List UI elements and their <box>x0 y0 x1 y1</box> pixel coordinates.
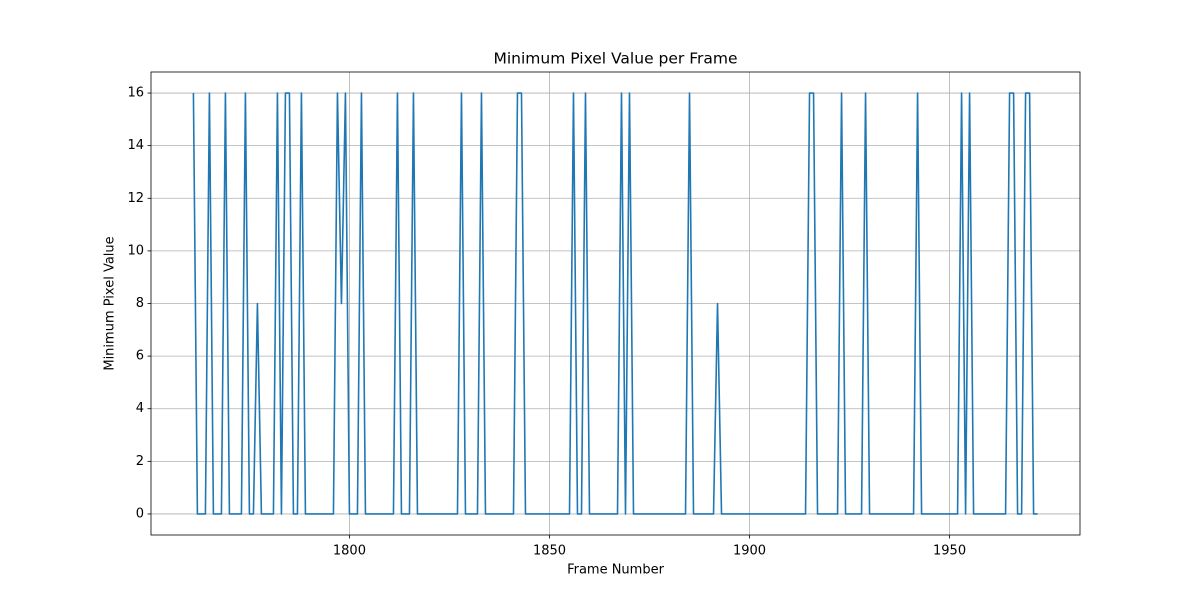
x-tick-label: 1950 <box>933 544 966 559</box>
y-tick-label: 8 <box>136 296 144 311</box>
y-axis-label: Minimum Pixel Value <box>103 236 118 370</box>
y-tick-label: 4 <box>136 401 144 416</box>
y-tick-label: 0 <box>136 506 144 521</box>
chart-title: Minimum Pixel Value per Frame <box>494 50 738 68</box>
y-tick-label: 14 <box>127 138 144 153</box>
y-tick-label: 6 <box>136 349 144 364</box>
y-tick-label: 2 <box>136 454 144 469</box>
y-tick-label: 12 <box>127 191 144 206</box>
data-line <box>192 92 1038 515</box>
plot-frame <box>150 71 1081 536</box>
y-tick-label: 10 <box>127 243 144 258</box>
x-tick-label: 1900 <box>733 544 766 559</box>
y-tick-label: 16 <box>127 86 144 101</box>
x-axis-label: Frame Number <box>567 563 665 578</box>
x-tick-label: 1850 <box>533 544 566 559</box>
x-tick-label: 1800 <box>333 544 366 559</box>
